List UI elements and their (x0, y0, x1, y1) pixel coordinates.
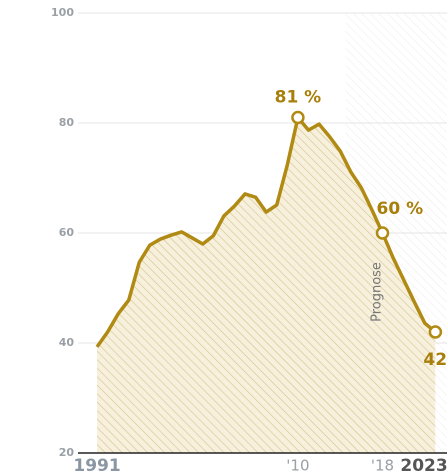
x-tick-label: 1991 (73, 456, 120, 476)
line (95, 115, 437, 348)
value-label: 60 % (377, 199, 424, 219)
y-tick-label: 100 (51, 6, 74, 19)
x-tick-label: 2023 (400, 456, 447, 476)
point (428, 325, 443, 339)
value-label: 42 % (423, 350, 447, 370)
value-label: 81 % (275, 88, 322, 108)
point (375, 226, 390, 240)
point (291, 110, 305, 125)
x-tick-label: '18 (371, 457, 394, 475)
area (97, 117, 436, 453)
y-tick-label: 60 (59, 226, 75, 239)
x-tick-label: '10 (286, 457, 309, 475)
forecast-label: Prognose (370, 262, 385, 322)
y-tick-label: 20 (59, 446, 75, 459)
y-tick-label: 80 (59, 116, 75, 129)
y-tick-label: 40 (59, 336, 75, 349)
